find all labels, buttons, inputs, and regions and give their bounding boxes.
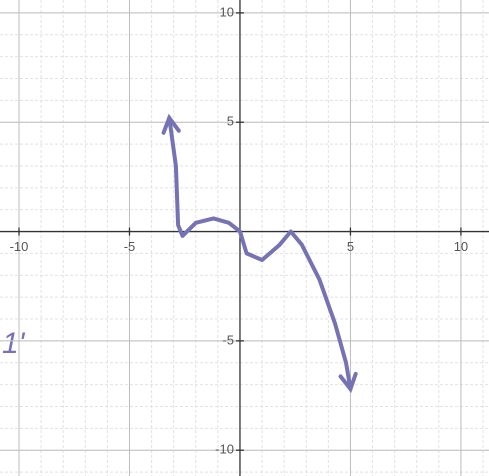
annotation: 1'	[2, 327, 26, 360]
y-tick-label: -10	[215, 442, 234, 457]
y-tick-label: -5	[222, 332, 234, 347]
x-tick-label: 5	[347, 239, 354, 254]
x-tick-label: -5	[124, 239, 136, 254]
y-tick-label: 5	[227, 114, 234, 129]
y-tick-label: 10	[220, 4, 234, 19]
x-tick-label: 10	[454, 239, 468, 254]
chart: 1' -10 -5 5 10 -10 -5 5 10	[0, 0, 489, 476]
x-tick-label: -10	[10, 239, 29, 254]
